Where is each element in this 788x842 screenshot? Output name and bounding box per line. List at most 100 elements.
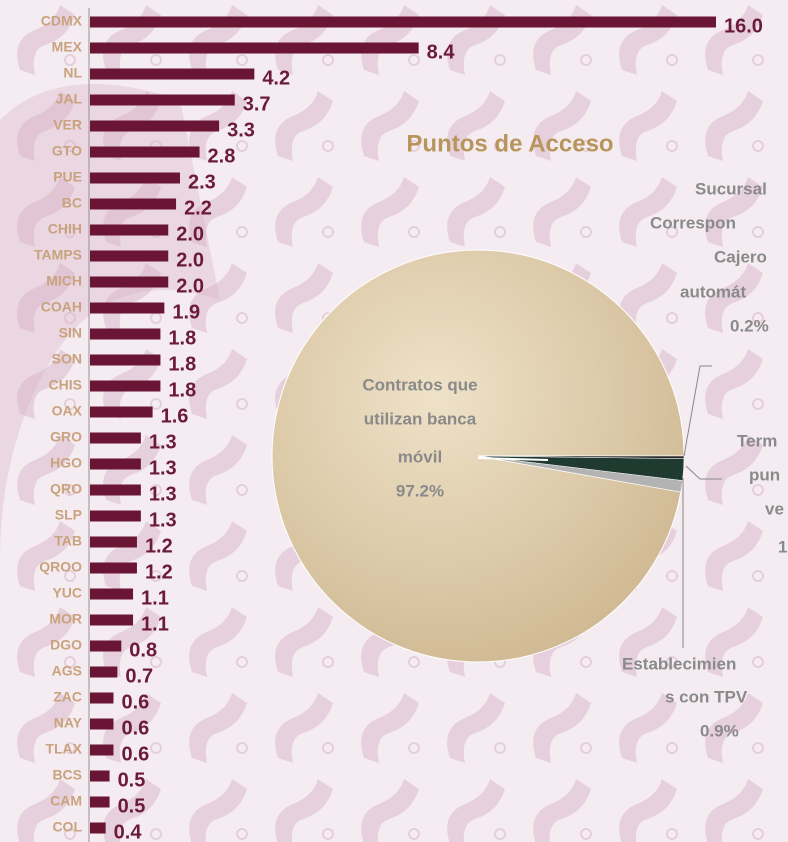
bar	[90, 614, 134, 626]
bar-chart: CDMX 16.0 MEX 8.4 NL 4.2 JAL 3.7 VER 3.3 GTO 2.8 PUE…	[34, 13, 763, 842]
category-label: BCS	[52, 767, 82, 783]
slice-label: móvil	[398, 447, 442, 466]
slice-value-label: 1	[778, 537, 787, 556]
slice-value-label: 97.2%	[396, 481, 444, 500]
bar	[90, 458, 141, 470]
slice-label: s con TPV	[665, 687, 748, 706]
value-label: 1.1	[141, 613, 169, 635]
bar	[90, 120, 220, 132]
value-label: 1.8	[168, 327, 196, 349]
slice-label: utilizan banca	[364, 409, 477, 428]
bar	[90, 666, 118, 678]
bar	[90, 276, 169, 288]
bar	[90, 770, 110, 782]
category-label: COAH	[41, 299, 82, 315]
leader-line	[477, 457, 549, 461]
slice-label: pun	[749, 465, 780, 484]
category-label: MICH	[46, 273, 82, 289]
value-label: 1.3	[149, 431, 177, 453]
pie-chart: Puntos de Acceso Contratos que utilizan b…	[271, 130, 787, 740]
value-label: 1.1	[141, 587, 169, 609]
category-label: SLP	[55, 507, 82, 523]
slice-label: automát	[680, 282, 746, 301]
category-label: CDMX	[41, 13, 83, 29]
bar	[90, 42, 419, 54]
category-label: OAX	[52, 403, 83, 419]
category-label: DGO	[50, 637, 82, 653]
bar	[90, 406, 153, 418]
value-label: 3.3	[227, 119, 255, 141]
category-label: VER	[53, 117, 82, 133]
category-label: CHIS	[49, 377, 82, 393]
pie-title: Puntos de Acceso	[406, 130, 613, 157]
slice-label: Term	[737, 431, 777, 450]
value-label: 2.8	[208, 145, 236, 167]
category-label: NL	[63, 65, 82, 81]
bar	[90, 692, 114, 704]
bar	[90, 354, 161, 366]
slice-label: Correspon	[650, 213, 736, 232]
category-label: QROO	[39, 559, 82, 575]
category-label: MEX	[52, 39, 83, 55]
value-label: 1.6	[161, 405, 189, 427]
value-label: 0.8	[129, 639, 157, 661]
slice-value-label: 0.9%	[700, 721, 739, 740]
value-label: 0.5	[118, 769, 146, 791]
value-label: 2.0	[176, 275, 204, 297]
value-label: 1.2	[145, 535, 173, 557]
leader-line	[683, 365, 712, 457]
category-label: SIN	[59, 325, 82, 341]
bar	[90, 640, 122, 652]
bar	[90, 536, 137, 548]
category-label: SON	[52, 351, 82, 367]
category-label: PUE	[53, 169, 82, 185]
category-label: MOR	[49, 611, 82, 627]
bar	[90, 198, 177, 210]
bar	[90, 224, 169, 236]
category-label: ZAC	[53, 689, 82, 705]
value-label: 2.2	[184, 197, 212, 219]
bar	[90, 250, 169, 262]
category-label: JAL	[56, 91, 83, 107]
bar	[90, 588, 134, 600]
category-label: NAY	[54, 715, 83, 731]
value-label: 1.8	[168, 353, 196, 375]
slice-label: ve	[765, 499, 784, 518]
category-label: HGO	[50, 455, 82, 471]
value-label: 1.2	[145, 561, 173, 583]
category-label: TAB	[54, 533, 82, 549]
category-label: BC	[62, 195, 82, 211]
category-label: TLAX	[45, 741, 82, 757]
category-label: TAMPS	[34, 247, 82, 263]
slice-label: Sucursal	[695, 179, 767, 198]
category-label: GTO	[52, 143, 82, 159]
value-label: 1.8	[168, 379, 196, 401]
value-label: 4.2	[262, 67, 290, 89]
pie-slice	[271, 249, 685, 663]
value-label: 1.3	[149, 483, 177, 505]
value-label: 0.7	[125, 665, 153, 687]
value-label: 0.4	[114, 821, 143, 842]
leader-line	[685, 465, 722, 480]
category-label: QRO	[50, 481, 82, 497]
bar	[90, 380, 161, 392]
value-label: 2.0	[176, 223, 204, 245]
value-label: 2.3	[188, 171, 216, 193]
value-label: 2.0	[176, 249, 204, 271]
slice-value-label: 0.2%	[730, 316, 769, 335]
value-label: 1.3	[149, 509, 177, 531]
category-label: CAM	[50, 793, 82, 809]
slice-label: Establecimien	[622, 654, 736, 673]
bar	[90, 510, 141, 522]
value-label: 0.6	[121, 743, 149, 765]
value-label: 0.6	[121, 691, 149, 713]
value-label: 8.4	[427, 41, 456, 63]
value-label: 1.9	[172, 301, 200, 323]
category-label: GRO	[50, 429, 82, 445]
slice-label: Cajero	[714, 247, 767, 266]
bar	[90, 822, 106, 834]
category-label: CHIH	[48, 221, 82, 237]
bar	[90, 94, 235, 106]
